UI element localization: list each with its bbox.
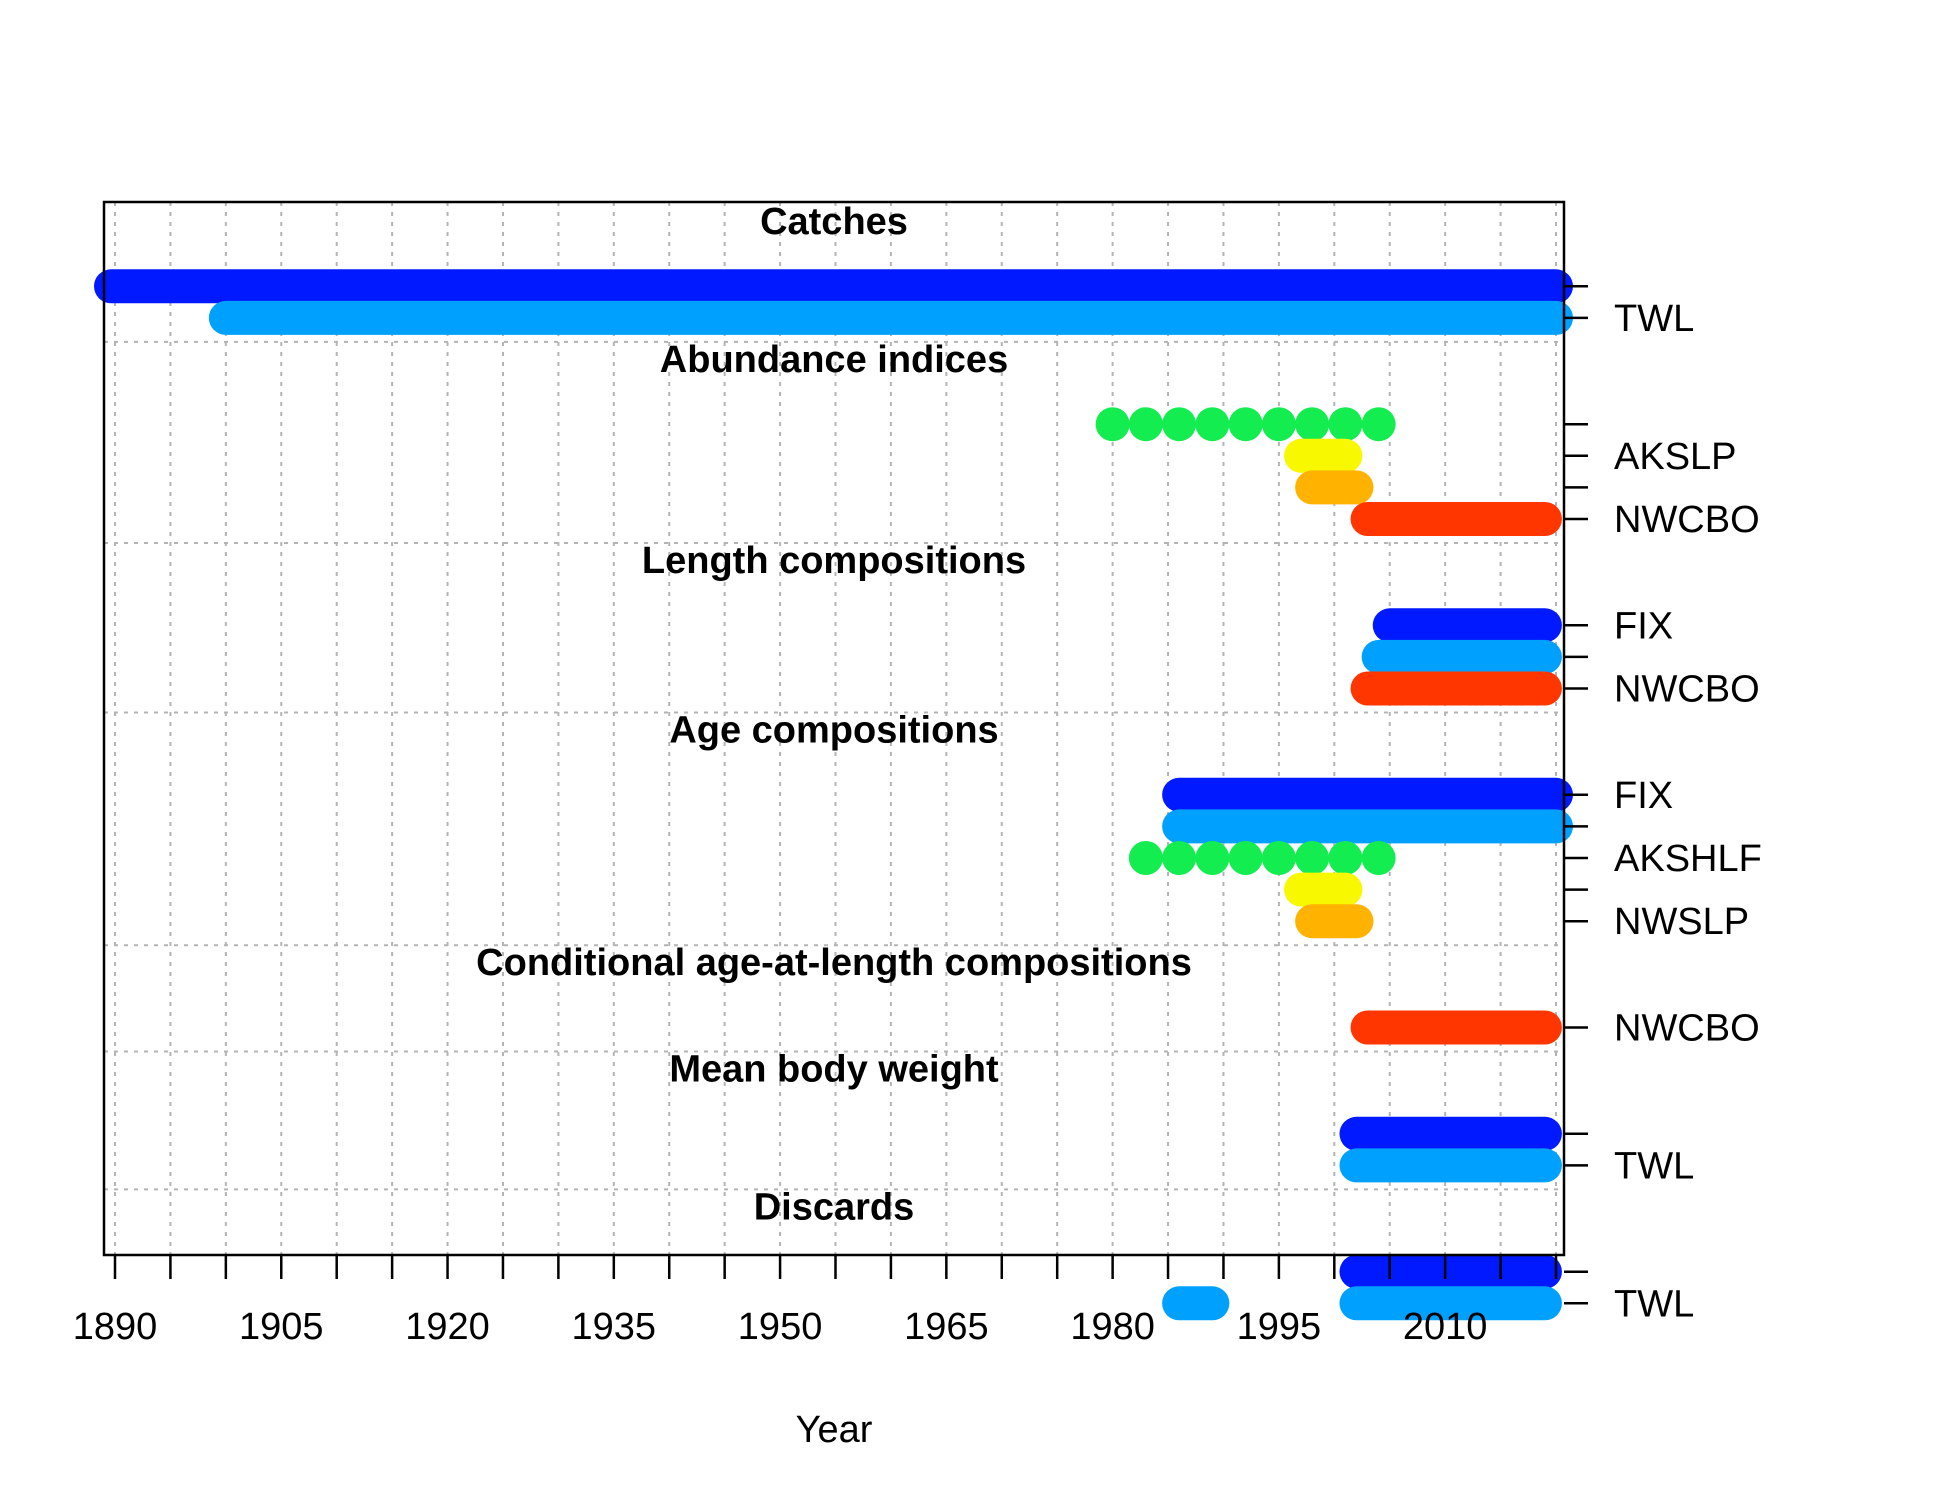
fleet-point — [1162, 841, 1197, 875]
fleet-label: FIX — [1614, 775, 1673, 817]
section-title: Abundance indices — [660, 339, 1008, 381]
x-tick-label: 1950 — [738, 1306, 823, 1348]
section-title: Age compositions — [669, 710, 998, 752]
x-tick-label: 1935 — [572, 1306, 657, 1348]
section-title: Mean body weight — [669, 1049, 999, 1091]
fleet-label: NWCBO — [1614, 499, 1760, 541]
fleet-label: NWSLP — [1614, 901, 1749, 943]
plot-frame — [102, 200, 1566, 1257]
fleet-point — [1228, 407, 1263, 442]
data-bars — [94, 269, 1573, 1321]
grid — [104, 202, 1564, 1255]
fleet-point — [1361, 407, 1396, 442]
fleet-label: FIX — [1614, 605, 1673, 647]
x-tick-label: 1980 — [1070, 1306, 1155, 1348]
fleet-label: TWL — [1614, 1145, 1694, 1187]
fleet-label: TWL — [1614, 1283, 1694, 1325]
fleet-point — [1261, 841, 1296, 875]
fleet-point — [1328, 407, 1363, 442]
x-tick-label: 2010 — [1403, 1306, 1488, 1348]
x-axis: 1890 1905 1920 1935 1950 1965 1980 1995 2010 — [73, 1255, 1558, 1348]
x-tick-label: 1995 — [1237, 1306, 1322, 1348]
fleet-point — [1095, 407, 1130, 442]
fleet-label: NWCBO — [1614, 669, 1760, 711]
fleet-label: AKSLP — [1614, 436, 1737, 478]
fleet-point — [1361, 841, 1396, 875]
fleet-point — [1328, 841, 1363, 875]
x-tick-label: 1905 — [239, 1306, 324, 1348]
fleet-point — [1195, 841, 1230, 875]
section-titles: Catches Abundance indices Length compositi… — [476, 201, 1192, 1228]
x-axis-label: Year — [796, 1409, 873, 1451]
section-title: Conditional age-at-length compositions — [476, 942, 1192, 984]
x-tick-label: 1965 — [904, 1306, 989, 1348]
fleet-point — [1228, 841, 1263, 875]
x-tick-label: 1890 — [73, 1306, 158, 1348]
fleet-point — [1261, 407, 1296, 442]
section-title: Catches — [760, 201, 908, 243]
fleet-point — [1128, 407, 1163, 442]
fleet-label: TWL — [1614, 298, 1694, 340]
section-title: Length compositions — [642, 540, 1026, 582]
fleet-point — [1295, 841, 1330, 875]
section-title: Discards — [754, 1186, 915, 1228]
x-tick-label: 1920 — [405, 1306, 490, 1348]
right-axis: TWL AKSLP NWCBO FIX NWCBO FIX AKSHLF NWSLP NWCBO… — [1564, 285, 1762, 1325]
fleet-label: NWCBO — [1614, 1008, 1760, 1050]
fleet-point — [1295, 407, 1330, 442]
fleet-point — [1195, 407, 1230, 442]
fleet-point — [1162, 407, 1197, 442]
fleet-label: AKSHLF — [1614, 838, 1762, 880]
fleet-point — [1128, 841, 1163, 875]
